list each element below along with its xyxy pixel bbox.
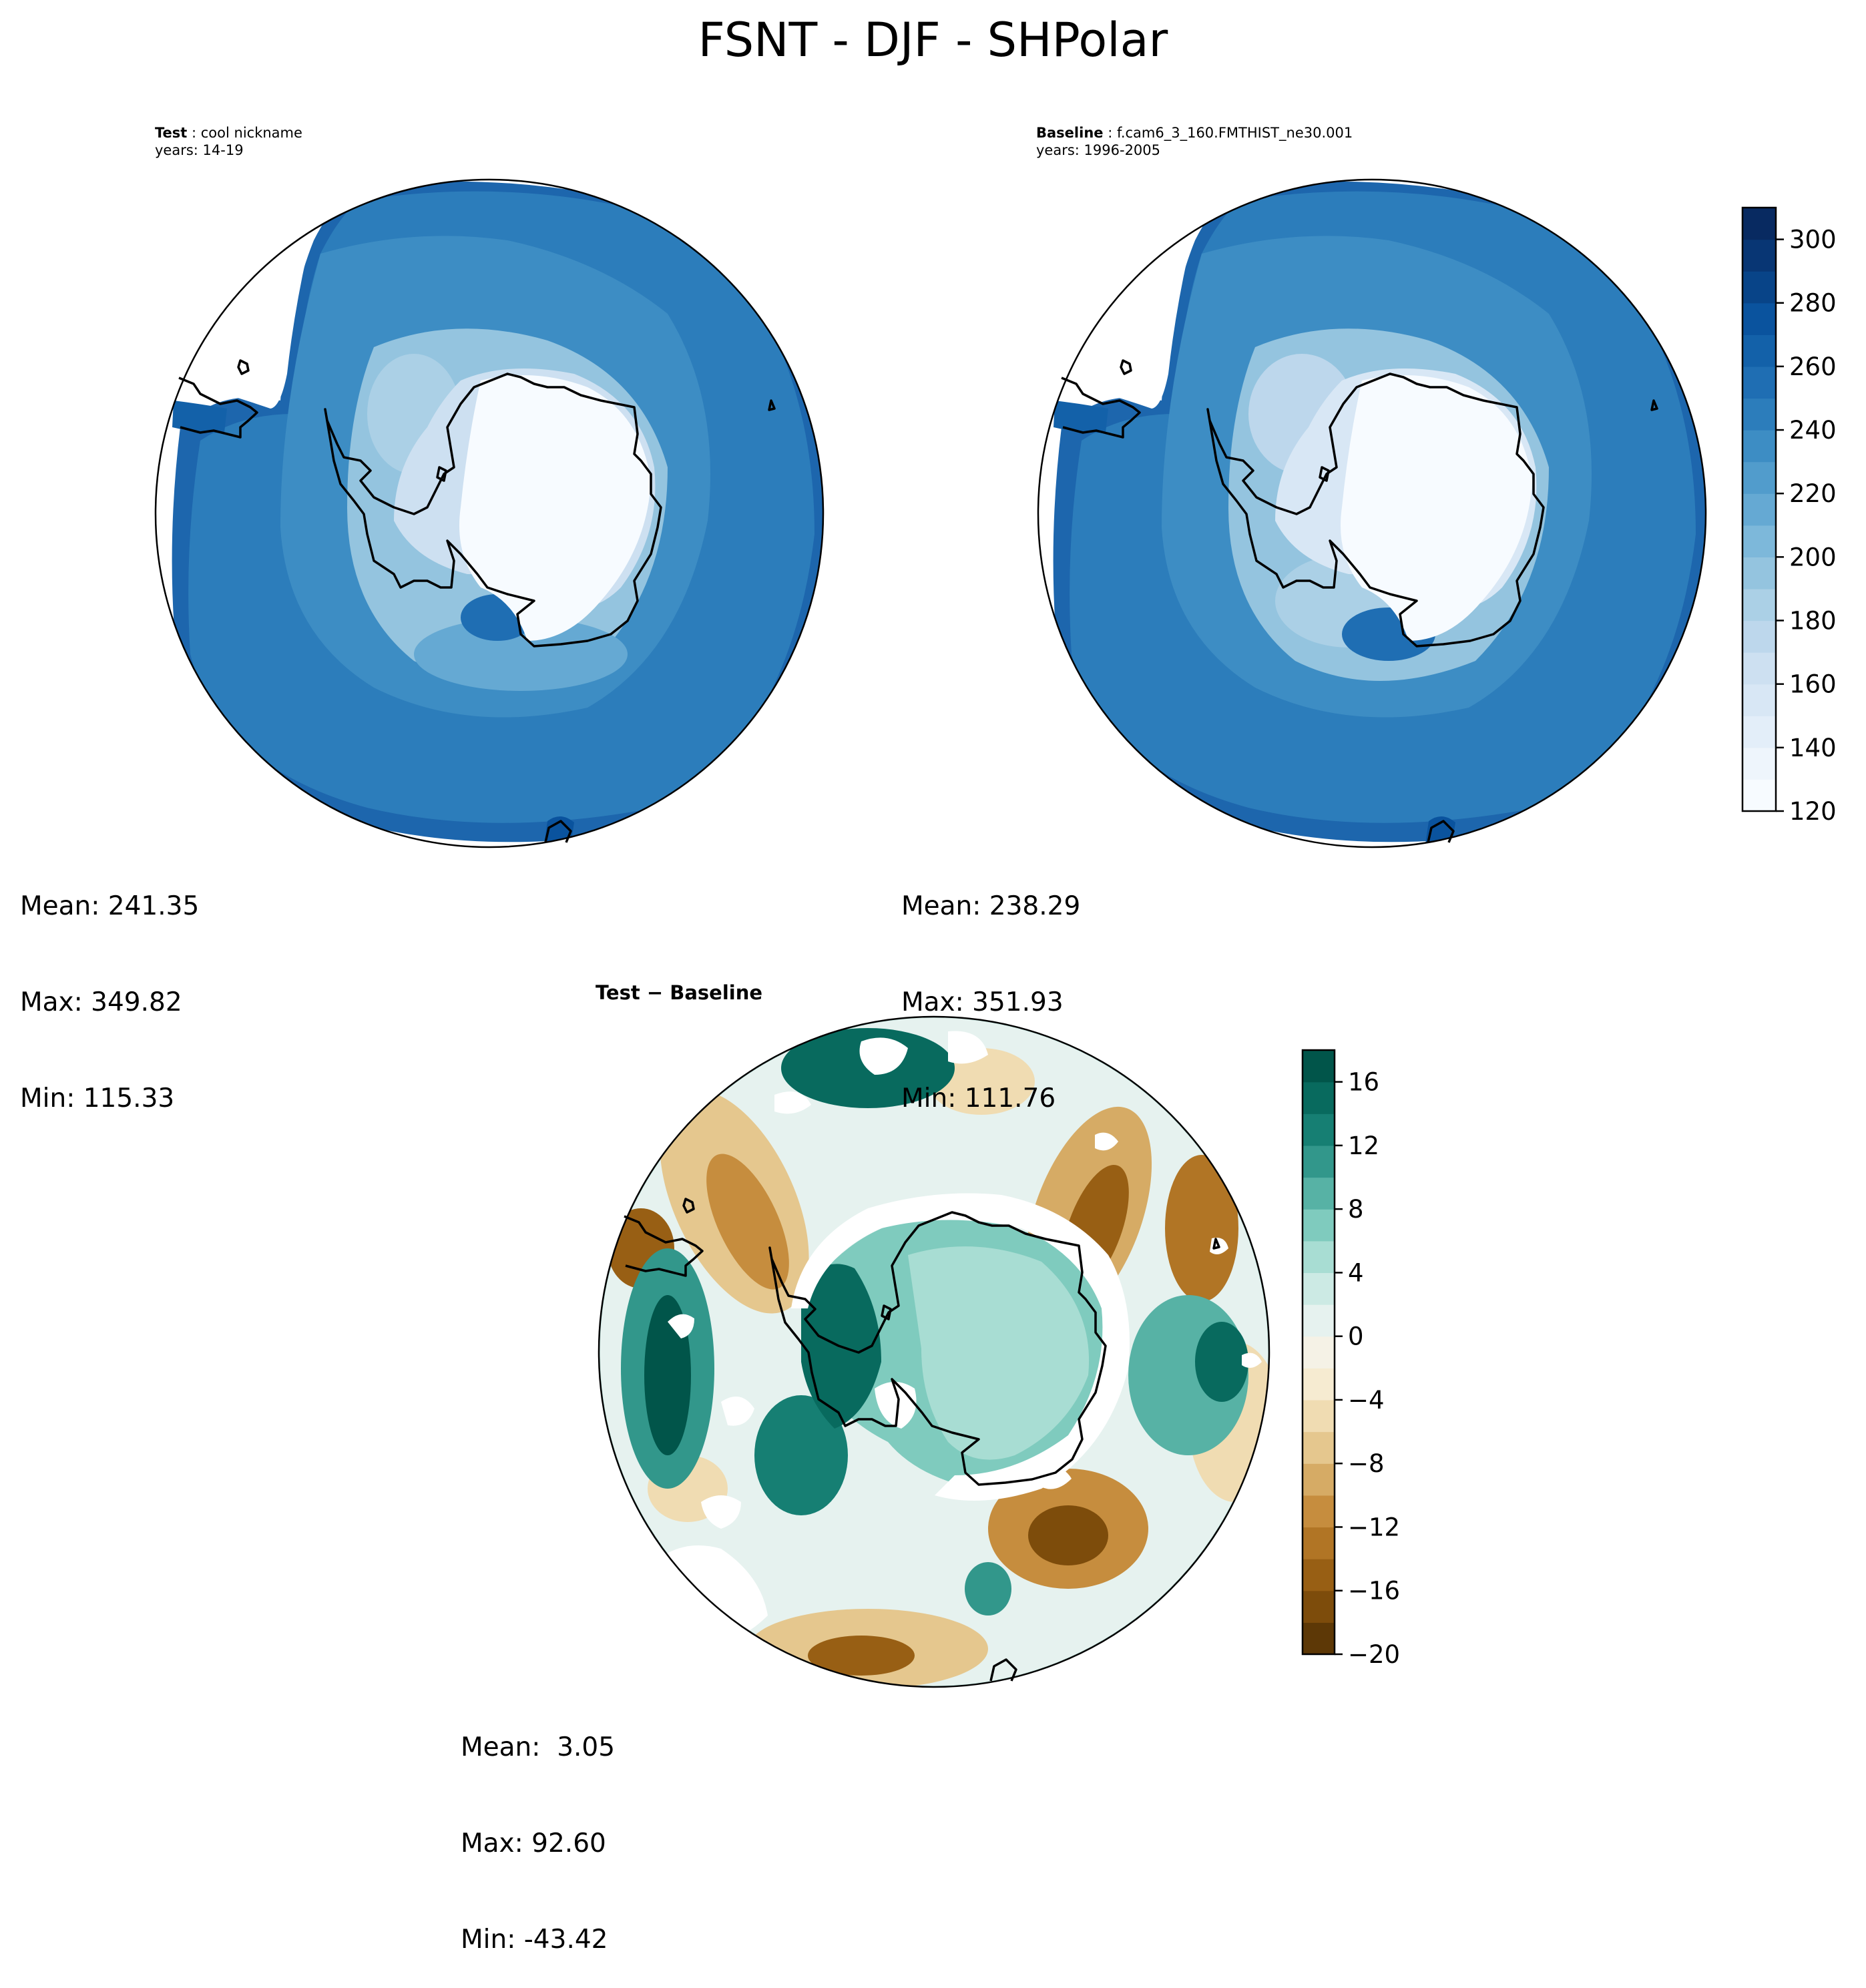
difference-colorbar-segment — [1303, 1304, 1335, 1337]
baseline-years: years: 1996-2005 — [1036, 142, 1161, 159]
difference-stats: Mean: 3.05 Max: 92.60 Min: -43.42 — [461, 1668, 615, 1988]
baseline-mean: Mean: 238.29 — [901, 891, 1081, 921]
main-colorbar-segment — [1742, 398, 1776, 431]
main-colorbar-tick-label: 180 — [1789, 607, 1837, 636]
difference-colorbar-segment — [1303, 1527, 1335, 1559]
test-map-boundary — [154, 178, 825, 848]
difference-colorbar-segment — [1303, 1240, 1335, 1274]
difference-field — [599, 1017, 1269, 1687]
difference-colorbar-tick-label: −8 — [1348, 1449, 1385, 1478]
difference-colorbar-tick-label: 4 — [1348, 1258, 1364, 1287]
main-colorbar-segment — [1742, 716, 1776, 748]
baseline-max: Max: 351.93 — [901, 987, 1064, 1017]
main-colorbar-segment — [1742, 557, 1776, 589]
difference-colorbar-frame — [1301, 1049, 1336, 1656]
main-colorbar-segment — [1742, 620, 1776, 653]
main-colorbar-tick-label: 140 — [1789, 734, 1837, 762]
difference-colorbar-tick-label: 0 — [1348, 1322, 1364, 1351]
difference-colorbar-segment — [1303, 1145, 1335, 1178]
test-stats: Mean: 241.35 Max: 349.82 Min: 115.33 — [20, 826, 199, 1147]
main-colorbar-segment — [1742, 208, 1776, 240]
main-colorbar-segment — [1742, 430, 1776, 463]
difference-colorbar-segment — [1303, 1177, 1335, 1210]
difference-colorbar-segment — [1303, 1463, 1335, 1496]
difference-colorbar: −20 −16 −12 −8 −4 0 4 8 12 16 — [1301, 1049, 1400, 1669]
difference-colorbar-tick-label: −20 — [1348, 1640, 1400, 1669]
main-colorbar-frame — [1741, 206, 1777, 812]
main-colorbar-segment — [1742, 366, 1776, 399]
main-colorbar-tick-label: 160 — [1789, 670, 1837, 699]
main-colorbar-segment — [1742, 779, 1776, 812]
difference-colorbar-segment — [1303, 1272, 1335, 1305]
difference-colorbar-segment — [1303, 1399, 1335, 1433]
difference-colorbar-tick-label: 12 — [1348, 1132, 1379, 1160]
baseline-label: Baseline — [1036, 125, 1104, 141]
baseline-map-boundary — [1037, 178, 1707, 848]
baseline-case-name: f.cam6_3_160.FMTHIST_ne30.001 — [1116, 125, 1353, 141]
main-colorbar-segment — [1742, 588, 1776, 622]
difference-colorbar-segment — [1303, 1113, 1335, 1146]
difference-mean: Mean: 3.05 — [461, 1732, 616, 1762]
test-case-name: cool nickname — [200, 125, 302, 141]
main-colorbar-segment — [1742, 239, 1776, 272]
difference-colorbar-segment — [1303, 1050, 1335, 1083]
main-colorbar-segment — [1742, 684, 1776, 716]
difference-colorbar-segment — [1303, 1081, 1335, 1114]
difference-colorbar-segment — [1303, 1431, 1335, 1464]
difference-colorbar-segment — [1303, 1209, 1335, 1242]
difference-colorbar-segment — [1303, 1559, 1335, 1591]
test-min: Min: 115.33 — [20, 1083, 175, 1113]
main-colorbar-segment — [1742, 334, 1776, 367]
difference-colorbar-segment — [1303, 1590, 1335, 1623]
difference-colorbar-tick-label: 8 — [1348, 1195, 1364, 1224]
baseline-stats: Mean: 238.29 Max: 351.93 Min: 111.76 — [901, 826, 1080, 1147]
test-coastline — [178, 359, 776, 843]
test-panel-title: Test : cool nickname years: 14-19 — [155, 125, 302, 159]
main-colorbar-tick-label: 300 — [1789, 226, 1837, 254]
main-colorbar-tick-label: 200 — [1789, 543, 1837, 571]
main-colorbar-segment — [1742, 652, 1776, 685]
main-colorbar-segment — [1742, 747, 1776, 780]
main-colorbar-tick-label: 120 — [1789, 797, 1837, 826]
test-years: years: 14-19 — [155, 142, 244, 159]
difference-colorbar-tick-label: −12 — [1348, 1513, 1400, 1541]
baseline-map — [1037, 178, 1707, 848]
baseline-field — [1038, 180, 1706, 847]
difference-panel-title: Test − Baseline — [596, 981, 763, 1004]
main-colorbar-segment — [1742, 493, 1776, 526]
baseline-min: Min: 111.76 — [901, 1083, 1056, 1113]
difference-coastline — [624, 1198, 1220, 1682]
difference-colorbar-tick-label: 16 — [1348, 1068, 1379, 1097]
test-map — [154, 178, 825, 848]
difference-colorbar-segment — [1303, 1495, 1335, 1528]
main-colorbar-segment — [1742, 461, 1776, 494]
baseline-panel-title: Baseline : f.cam6_3_160.FMTHIST_ne30.001… — [1036, 125, 1353, 159]
difference-min: Min: -43.42 — [461, 1925, 608, 1955]
difference-colorbar-segment — [1303, 1368, 1335, 1401]
difference-map-boundary — [598, 1015, 1270, 1688]
difference-colorbar-tick-label: −16 — [1348, 1577, 1400, 1605]
test-label: Test — [155, 125, 188, 141]
baseline-coastline — [1061, 359, 1658, 843]
main-colorbar-segment — [1742, 302, 1776, 335]
difference-colorbar-tick-label: −4 — [1348, 1386, 1385, 1415]
difference-colorbar-segment — [1303, 1336, 1335, 1369]
difference-colorbar-segment — [1303, 1622, 1335, 1655]
main-colorbar-tick-label: 220 — [1789, 479, 1837, 508]
main-colorbar-tick-label: 260 — [1789, 352, 1837, 381]
main-colorbar-tick-label: 240 — [1789, 416, 1837, 445]
main-colorbar: 120 140 160 180 200 220 240 260 280 300 — [1741, 206, 1837, 826]
test-max: Max: 349.82 — [20, 987, 182, 1017]
main-colorbar-segment — [1742, 525, 1776, 557]
test-mean: Mean: 241.35 — [20, 891, 200, 921]
difference-map — [598, 1015, 1270, 1688]
figure-title: FSNT - DJF - SHPolar — [698, 13, 1168, 67]
difference-max: Max: 92.60 — [461, 1828, 606, 1858]
main-colorbar-tick-label: 280 — [1789, 289, 1837, 318]
main-colorbar-segment — [1742, 271, 1776, 304]
